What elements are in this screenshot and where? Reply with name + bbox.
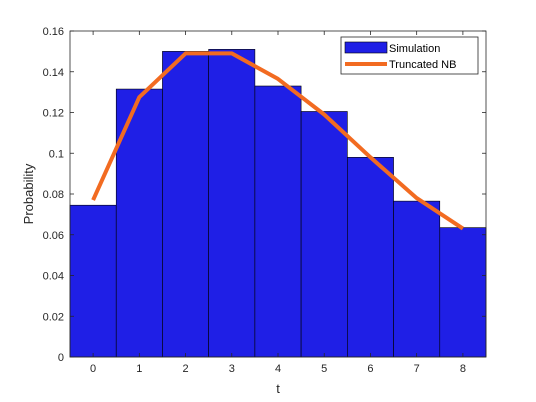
x-tick-label: 7: [414, 363, 420, 375]
x-tick-label: 3: [229, 363, 235, 375]
x-tick-label: 6: [367, 363, 373, 375]
line-truncated-nb: [91, 51, 465, 231]
y-tick-label: 0.12: [43, 108, 64, 120]
y-axis: 0 0.02 0.04 0.06 0.08 0.1 0.12 0.14 0.16: [43, 26, 486, 364]
y-tick-label: 0.08: [43, 189, 64, 201]
x-tick-label: 2: [182, 363, 188, 375]
y-axis-label: Probability: [21, 163, 36, 224]
legend-swatch-simulation: [344, 41, 388, 54]
y-tick-label: 0.16: [43, 26, 64, 38]
line-group: [91, 51, 465, 231]
bar-3: [208, 49, 256, 358]
bar-4: [254, 85, 302, 358]
bar-1: [115, 88, 163, 358]
x-axis: 0 1 2 3 4 5 6 7 8: [90, 31, 466, 375]
bar-7: [393, 200, 441, 358]
x-tick-label: 8: [460, 363, 466, 375]
x-axis-label: t: [276, 381, 280, 396]
bar-8: [439, 227, 487, 358]
legend: Simulation Truncated NB: [340, 36, 479, 75]
y-tick-label: 0.06: [43, 230, 64, 242]
y-tick-label: 0.1: [49, 148, 64, 160]
x-tick-label: 5: [321, 363, 327, 375]
y-tick-label: 0: [58, 352, 64, 364]
x-tick-label: 0: [90, 363, 96, 375]
legend-label-truncated-nb: Truncated NB: [389, 59, 456, 71]
bars-group: [69, 49, 487, 358]
legend-label-simulation: Simulation: [389, 43, 440, 55]
bar-6: [347, 157, 394, 358]
bar-0: [69, 204, 117, 358]
x-tick-label: 1: [136, 363, 142, 375]
y-tick-label: 0.02: [43, 311, 64, 323]
y-tick-label: 0.04: [43, 271, 64, 283]
bar-5: [300, 111, 348, 358]
x-tick-label: 4: [275, 363, 281, 375]
bar-2: [162, 51, 209, 358]
y-tick-label: 0.14: [43, 67, 64, 79]
